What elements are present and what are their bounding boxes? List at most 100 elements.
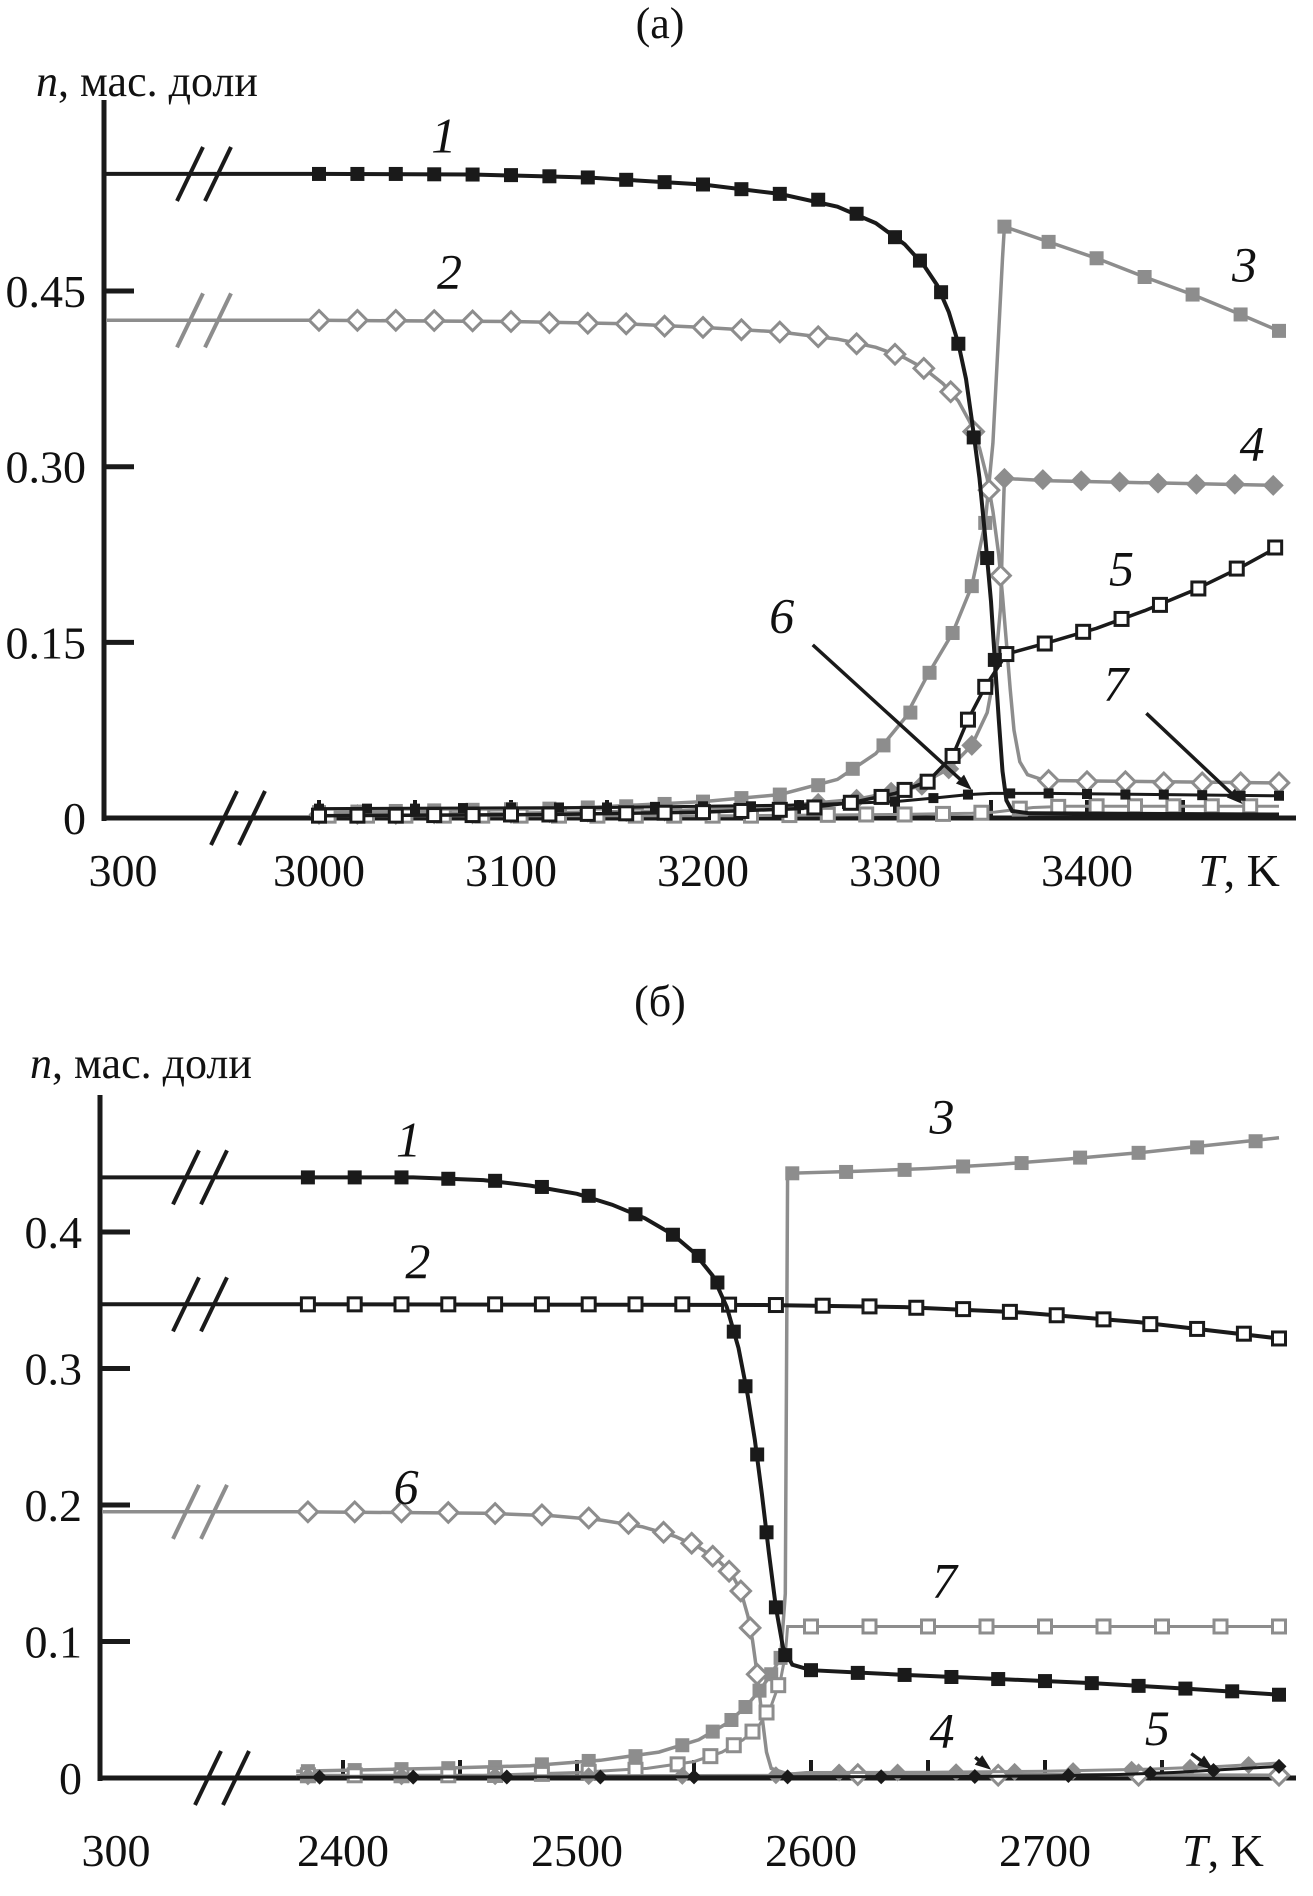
curve-label-text-2: 2: [405, 1233, 430, 1289]
series-5-a: [311, 539, 1284, 824]
x-tick-label-a: 3300: [849, 845, 941, 896]
x-axis-break-b: [193, 1750, 251, 1806]
x-tick-label-a: 3100: [465, 845, 557, 896]
series-6-break: [171, 1483, 229, 1540]
curve-label-4-b: 4: [930, 1703, 992, 1770]
x-tick-label-b: 2400: [297, 1825, 389, 1876]
y-tick-label-b: 0.4: [25, 1207, 83, 1258]
curve-label-1-b: 1: [396, 1112, 421, 1168]
curve-label-1-a: 1: [431, 107, 456, 163]
curve-label-3-b: 3: [929, 1088, 955, 1144]
x-axis-unit-a: T, K: [1198, 845, 1280, 896]
series-4-line: [318, 476, 1280, 817]
series-6-markers: [296, 1499, 1291, 1788]
series-1-line: [106, 171, 1280, 817]
label-arrowhead-5: [1197, 1755, 1214, 1770]
curve-label-7-a: 7: [1103, 656, 1243, 804]
series-5-markers: [311, 539, 1284, 824]
label-arrow-6: [811, 643, 968, 786]
curve-label-text-4: 4: [930, 1703, 955, 1759]
y-tick-label-a: 0.30: [6, 442, 87, 493]
series-5-markers: [312, 1758, 1287, 1785]
series-4-a: [308, 467, 1284, 825]
series-5-line: [296, 1764, 1280, 1779]
panel-b-title: (б): [634, 977, 686, 1026]
y-tick-label-a: 0: [63, 793, 86, 844]
series-2-break: [175, 292, 233, 349]
series-3-line: [318, 224, 1280, 814]
series-3-a: [312, 219, 1286, 820]
curve-label-text-3: 3: [929, 1088, 955, 1144]
curve-label-text-6: 6: [769, 588, 794, 644]
label-arrowhead-4: [974, 1755, 992, 1770]
series-3-b: [296, 1134, 1280, 1779]
panel-a-plot: 0.45 0.30 0.15 0 3000 3100 3200 3300 3400 300 T, K…: [6, 57, 1296, 896]
curve-label-text-2: 2: [437, 243, 462, 299]
series-7-b: [296, 1618, 1287, 1784]
series-2-line: [106, 318, 1280, 785]
y-tick-label-b: 0: [59, 1753, 82, 1804]
curve-label-text-4: 4: [1240, 415, 1265, 471]
curve-label-text-3: 3: [1231, 236, 1257, 292]
series-2-b: [102, 1276, 1287, 1347]
series-2-break: [171, 1276, 229, 1333]
series-4-markers: [308, 467, 1284, 825]
series-7-markers: [299, 1618, 1287, 1784]
series-1-break: [175, 146, 233, 202]
x-axis-unit-b: T, K: [1182, 1825, 1264, 1876]
curve-label-text-1: 1: [431, 107, 456, 163]
x-tick-label-b: 2500: [531, 1825, 623, 1876]
series-2-markers: [307, 308, 1291, 795]
curve-label-4-a: 4: [1240, 415, 1265, 471]
x-tick-label-b: 2700: [999, 1825, 1091, 1876]
curve-label-text-5: 5: [1145, 1700, 1170, 1756]
axes-b: 0.4 0.3 0.2 0.1 0 2400 2500 2600 2700 300 T, K n, м…: [25, 1039, 1296, 1876]
curve-label-6-b: 6: [394, 1458, 419, 1514]
label-arrowhead-6: [955, 774, 972, 790]
series-6-b: [102, 1483, 1291, 1788]
curve-label-text-7: 7: [932, 1552, 959, 1608]
x-axis-break-a: [209, 790, 267, 846]
curve-label-5-a: 5: [1109, 541, 1134, 597]
x-tick-label-a: 3400: [1041, 845, 1133, 896]
curve-label-6-a: 6: [769, 588, 972, 790]
series-1-a: [106, 146, 1280, 817]
curve-label-2-b: 2: [405, 1233, 430, 1289]
series-1-markers: [300, 1170, 1286, 1702]
curve-label-text-1: 1: [396, 1112, 421, 1168]
series-5-b: [296, 1758, 1287, 1785]
x-tick-label-a: 3200: [657, 845, 749, 896]
series-2-a: [106, 292, 1291, 795]
curve-label-2-a: 2: [437, 243, 462, 299]
series-2-markers: [299, 1296, 1287, 1347]
panel-b-plot: 0.4 0.3 0.2 0.1 0 2400 2500 2600 2700 300 T, K n, м…: [25, 1039, 1296, 1876]
curve-label-5-b: 5: [1145, 1700, 1214, 1770]
series-5-line: [318, 544, 1280, 818]
x-tick-label-b: 2600: [765, 1825, 857, 1876]
panel-a-title: (а): [636, 0, 685, 48]
y-tick-label-b: 0.3: [25, 1344, 83, 1395]
y-axis-title-a: n, мас. доли: [36, 57, 258, 106]
label-arrowhead-7: [1226, 788, 1243, 804]
series-2-line: [102, 1302, 1280, 1341]
series-1-line: [102, 1175, 1280, 1697]
curve-label-7-b: 7: [932, 1552, 959, 1608]
series-1-break: [171, 1149, 229, 1206]
x-break-label-b: 300: [82, 1825, 151, 1876]
curve-label-3-a: 3: [1231, 236, 1257, 292]
curve-label-text-5: 5: [1109, 541, 1134, 597]
y-tick-label-a: 0.45: [6, 266, 87, 317]
x-tick-label-a: 3000: [273, 845, 365, 896]
y-tick-label-b: 0.1: [25, 1617, 83, 1668]
curve-label-text-7: 7: [1103, 656, 1130, 712]
y-axis-title-b: n, мас. доли: [30, 1039, 252, 1088]
series-1-b: [102, 1149, 1286, 1702]
label-arrow-7: [1145, 712, 1238, 800]
curve-label-text-6: 6: [394, 1458, 419, 1514]
series-3-markers: [312, 219, 1286, 820]
x-break-label-a: 300: [89, 845, 158, 896]
y-tick-label-b: 0.2: [25, 1480, 83, 1531]
series-1-markers: [312, 166, 1002, 667]
